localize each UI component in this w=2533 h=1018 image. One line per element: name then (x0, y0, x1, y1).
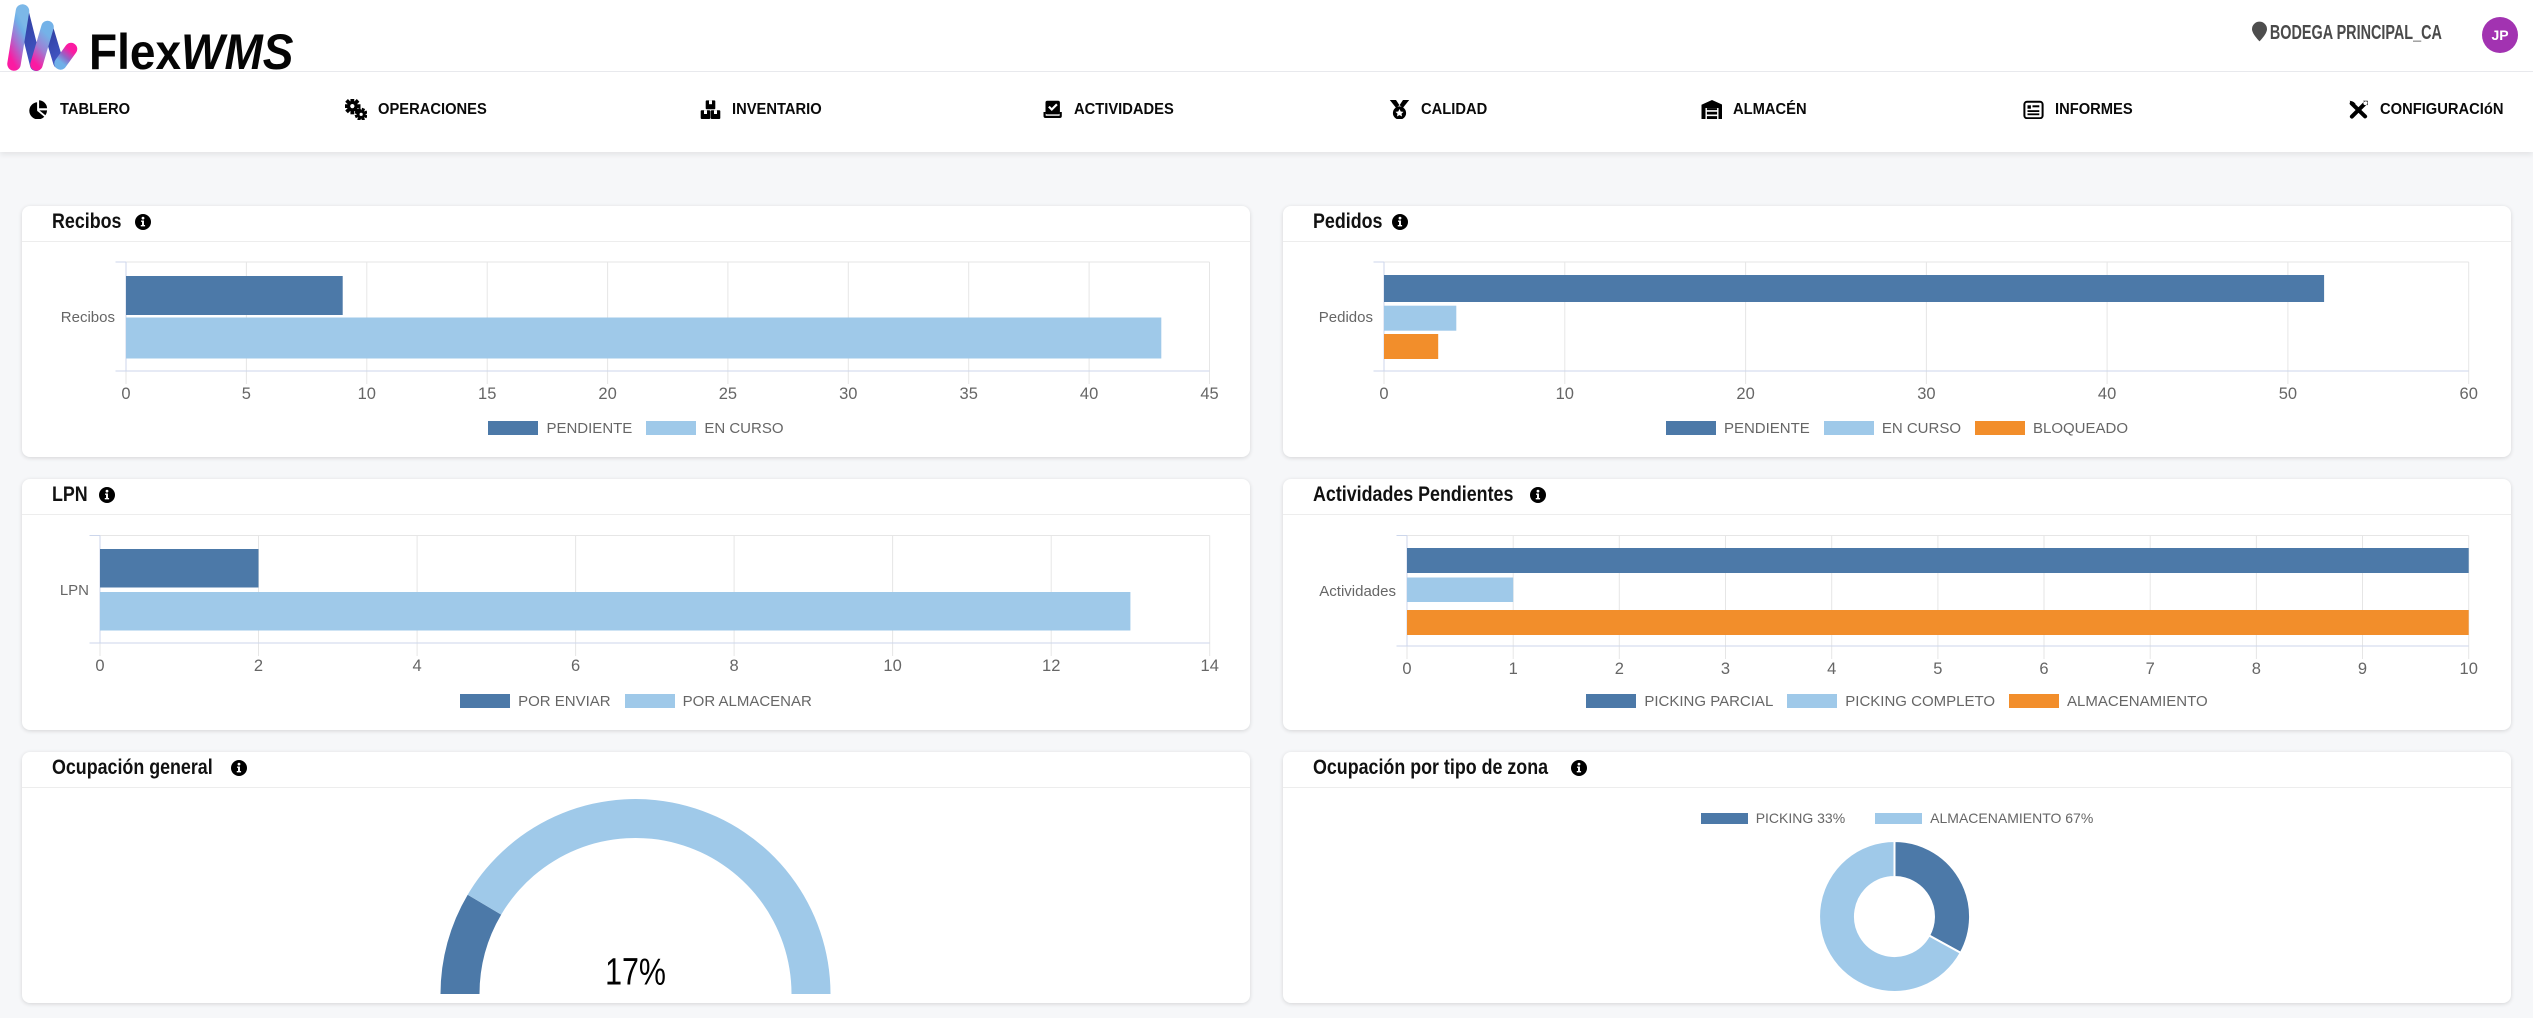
svg-text:45: 45 (1200, 385, 1218, 403)
svg-text:4: 4 (1827, 660, 1836, 678)
svg-text:40: 40 (2098, 385, 2116, 403)
svg-text:6: 6 (571, 657, 580, 675)
svg-text:20: 20 (598, 385, 616, 403)
svg-text:1: 1 (1509, 660, 1518, 678)
svg-text:40: 40 (1080, 385, 1098, 403)
svg-text:7: 7 (2146, 660, 2155, 678)
svg-text:10: 10 (883, 657, 901, 675)
svg-text:25: 25 (719, 385, 737, 403)
svg-text:60: 60 (2460, 385, 2478, 403)
svg-text:3: 3 (1721, 660, 1730, 678)
svg-text:17%: 17% (605, 951, 666, 993)
svg-text:5: 5 (1933, 660, 1942, 678)
svg-text:8: 8 (2252, 660, 2261, 678)
svg-text:Actividades: Actividades (1319, 583, 1396, 600)
svg-text:Pedidos: Pedidos (1319, 309, 1373, 326)
svg-text:2: 2 (254, 657, 263, 675)
svg-text:15: 15 (478, 385, 496, 403)
svg-text:10: 10 (358, 385, 376, 403)
svg-text:10: 10 (1556, 385, 1574, 403)
svg-text:5: 5 (242, 385, 251, 403)
svg-text:14: 14 (1201, 657, 1219, 675)
svg-text:12: 12 (1042, 657, 1060, 675)
svg-text:50: 50 (2279, 385, 2297, 403)
svg-text:6: 6 (2039, 660, 2048, 678)
svg-text:30: 30 (839, 385, 857, 403)
svg-text:LPN: LPN (60, 582, 89, 599)
svg-text:30: 30 (1917, 385, 1935, 403)
svg-text:35: 35 (960, 385, 978, 403)
svg-text:2: 2 (1615, 660, 1624, 678)
svg-text:20: 20 (1736, 385, 1754, 403)
svg-text:9: 9 (2358, 660, 2367, 678)
svg-text:4: 4 (413, 657, 422, 675)
svg-text:8: 8 (730, 657, 739, 675)
svg-text:0: 0 (1379, 385, 1388, 403)
svg-text:Recibos: Recibos (61, 309, 115, 326)
svg-text:10: 10 (2460, 660, 2478, 678)
svg-text:0: 0 (1402, 660, 1411, 678)
svg-text:0: 0 (121, 385, 130, 403)
svg-text:0: 0 (95, 657, 104, 675)
